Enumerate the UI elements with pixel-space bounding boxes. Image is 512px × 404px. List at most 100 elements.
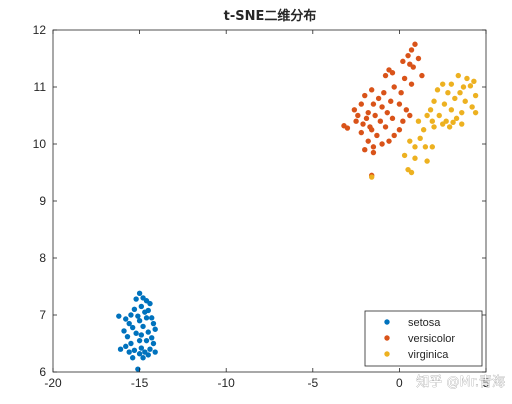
scatter-point	[150, 320, 157, 327]
scatter-point	[362, 147, 368, 153]
legend-marker	[384, 319, 390, 325]
scatter-point	[459, 121, 465, 127]
chart-title: t-SNE二维分布	[224, 8, 317, 24]
scatter-point	[136, 351, 143, 357]
x-tick-label: -15	[131, 376, 149, 390]
scatter-point	[412, 41, 418, 47]
scatter-point	[420, 127, 427, 133]
plot-area	[53, 30, 486, 372]
scatter-point	[117, 346, 124, 352]
legend-marker	[384, 335, 390, 341]
y-tick-label: 9	[39, 194, 46, 208]
y-tick-label: 12	[33, 23, 47, 37]
legend-label: setosa	[408, 317, 441, 329]
scatter-point	[145, 352, 151, 358]
scatter-point	[133, 330, 139, 336]
scatter-point	[152, 349, 158, 355]
x-tick-label: 5	[483, 376, 490, 390]
scatter-point	[368, 127, 375, 133]
scatter-point	[143, 337, 150, 344]
scatter-point	[424, 112, 430, 119]
scatter-point	[145, 329, 151, 335]
y-tick-label: 8	[39, 251, 46, 265]
scatter-point	[365, 109, 371, 116]
scatter-point	[469, 104, 475, 110]
scatter-point	[129, 324, 136, 331]
scatter-point	[123, 343, 129, 350]
scatter-point	[417, 135, 423, 141]
axes: -20 -15 -10 -5 0 5 6 7 8 9 10 11 12	[33, 23, 490, 390]
scatter-point	[471, 78, 477, 85]
scatter-point	[431, 98, 437, 104]
scatter-point	[131, 306, 138, 312]
scatter-point	[427, 107, 434, 113]
scatter-point	[123, 316, 129, 322]
scatter-point	[452, 95, 458, 102]
scatter-point	[128, 340, 134, 347]
scatter-point	[150, 340, 157, 347]
scatter-point	[370, 101, 377, 107]
scatter-point	[424, 158, 430, 164]
scatter-point	[419, 72, 425, 79]
scatter-point	[445, 90, 451, 96]
scatter-point	[401, 152, 408, 159]
legend-label: versicolor	[408, 333, 455, 345]
scatter-point	[147, 300, 153, 307]
scatter-point	[152, 326, 158, 332]
scatter-point	[441, 101, 448, 107]
scatter-point	[374, 132, 380, 139]
scatter-point	[138, 332, 145, 338]
series-versicolor	[341, 41, 425, 179]
scatter-point	[149, 335, 155, 341]
scatter-point	[389, 70, 396, 76]
scatter-point	[431, 124, 437, 130]
watermark-text: 知乎 @Mr.青海	[416, 374, 505, 390]
scatter-point	[126, 349, 132, 355]
scatter-point	[408, 169, 415, 176]
scatter-point	[377, 118, 384, 124]
scatter-point	[135, 313, 141, 319]
scatter-point	[408, 47, 415, 53]
scatter-point	[368, 174, 375, 180]
scatter-point	[448, 81, 455, 87]
scatter-point	[429, 118, 436, 124]
legend-label: virginica	[408, 349, 449, 361]
scatter-point	[382, 72, 389, 79]
y-tick-label: 6	[39, 365, 46, 379]
scatter-point	[472, 109, 479, 116]
scatter-point	[382, 124, 389, 130]
scatter-point	[415, 118, 422, 124]
scatter-point	[355, 112, 361, 119]
scatter-point	[126, 320, 132, 327]
scatter-point	[408, 81, 415, 87]
scatter-point	[434, 87, 441, 93]
scatter-point	[415, 55, 422, 62]
scatter-point	[368, 87, 375, 93]
scatter-point	[121, 328, 127, 334]
scatter-point	[440, 121, 446, 127]
scatter-point	[138, 303, 145, 310]
scatter-point	[131, 347, 138, 354]
scatter-point	[363, 115, 370, 122]
scatter-point	[412, 155, 418, 161]
scatter-point	[412, 144, 418, 150]
scatter-point	[379, 104, 385, 110]
scatter-point	[379, 141, 385, 147]
scatter-point	[149, 315, 155, 321]
scatter-point	[381, 90, 387, 96]
scatter-point	[391, 84, 397, 90]
scatter-point	[391, 132, 397, 139]
scatter-point	[375, 95, 382, 102]
x-tick-label: -20	[44, 376, 62, 390]
scatter-point	[422, 144, 429, 150]
y-tick-label: 10	[33, 137, 47, 151]
scatter-point	[405, 52, 411, 59]
scatter-point	[450, 119, 456, 126]
scatter-point	[389, 115, 396, 122]
scatter-point	[143, 315, 150, 321]
scatter-point	[467, 83, 474, 89]
scatter-point	[396, 127, 403, 133]
scatter-point	[140, 355, 146, 361]
series-setosa	[116, 290, 158, 372]
